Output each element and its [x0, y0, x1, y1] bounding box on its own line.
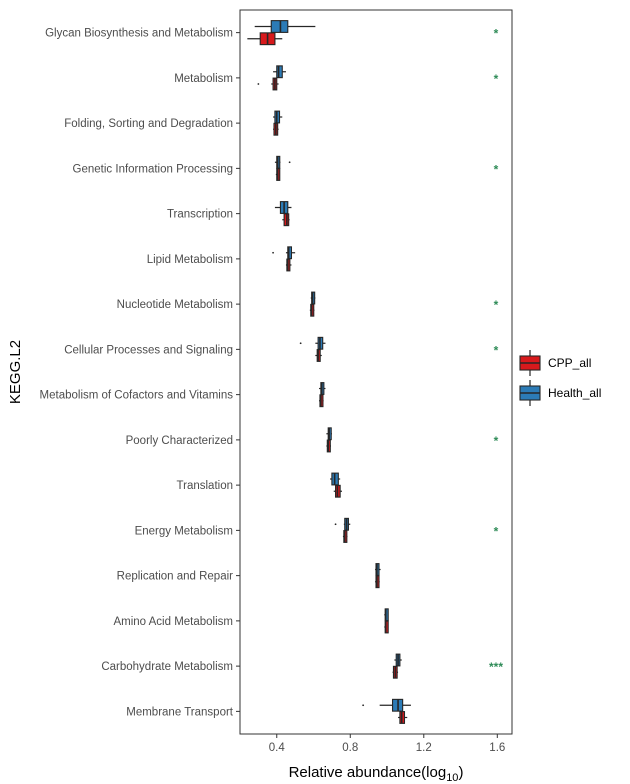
x-tick-label: 0.8: [342, 742, 358, 754]
outlier-point: [272, 251, 274, 254]
significance-marker: *: [494, 434, 499, 448]
category-label: Folding, Sorting and Degradation: [64, 118, 233, 130]
x-axis-title-main: Relative abundance(log: [289, 764, 447, 781]
category-label: Glycan Biosynthesis and Metabolism: [45, 28, 233, 40]
category-label: Metabolism of Cofactors and Vitamins: [40, 390, 234, 402]
box-Health_all: [270, 20, 289, 33]
category-label: Lipid Metabolism: [147, 254, 233, 266]
category-label: Cellular Processes and Signaling: [64, 344, 233, 356]
x-axis-title-close: ): [458, 764, 463, 781]
significance-marker: *: [494, 343, 499, 357]
legend-label: CPP_all: [548, 356, 591, 370]
panel-border: [239, 9, 513, 735]
category-label: Replication and Repair: [117, 571, 234, 583]
category-label: Metabolism: [174, 73, 233, 85]
y-axis-title: KEGG.L2: [7, 340, 24, 404]
significance-marker: *: [494, 72, 499, 86]
significance-marker: ***: [489, 660, 503, 674]
category-label: Membrane Transport: [126, 706, 234, 718]
significance-marker: *: [494, 162, 499, 176]
category-label: Energy Metabolism: [135, 525, 233, 537]
category-label: Translation: [177, 480, 233, 492]
x-tick-label: 1.6: [489, 742, 505, 754]
significance-marker: *: [494, 27, 499, 41]
category-label: Transcription: [167, 209, 233, 221]
category-label: Carbohydrate Metabolism: [101, 661, 233, 673]
legend: CPP_all Health_all: [519, 350, 601, 406]
outlier-point: [257, 83, 260, 85]
plot-layer: 0.4 0.8 1.2 1.6 Glycan Biosynthesis and Meta…: [40, 20, 505, 754]
category-label: Nucleotide Metabolism: [117, 299, 233, 311]
outlier-point: [288, 161, 291, 164]
category-label: Genetic Information Processing: [73, 163, 233, 175]
x-axis-title: Relative abundance(log10): [289, 764, 464, 784]
significance-marker: *: [494, 298, 499, 312]
outlier-point: [362, 704, 365, 707]
category-label: Amino Acid Metabolism: [113, 616, 233, 628]
legend-label: Health_all: [548, 386, 601, 400]
x-tick-label: 1.2: [416, 742, 432, 754]
x-axis-title-subscript: 10: [446, 772, 458, 784]
x-tick-label: 0.4: [269, 742, 286, 754]
significance-marker: *: [494, 524, 499, 538]
outlier-point: [334, 523, 337, 526]
category-label: Poorly Characterized: [126, 435, 233, 447]
box-Health_all: [276, 65, 283, 79]
outlier-point: [299, 342, 302, 345]
